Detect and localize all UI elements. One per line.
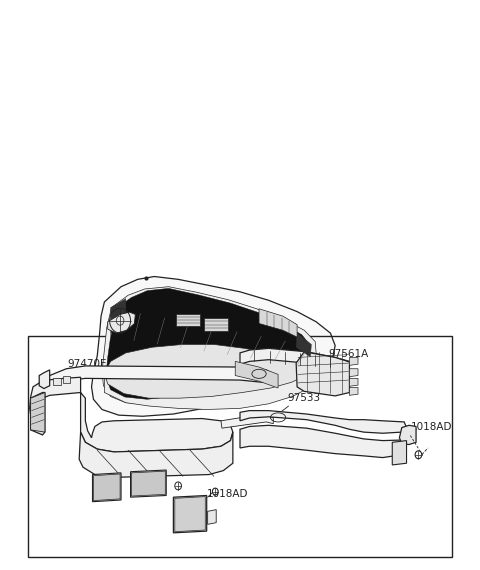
Text: 97540B: 97540B: [208, 315, 248, 324]
Bar: [28, 336, 452, 556]
Polygon shape: [240, 425, 402, 458]
Text: 1018AD: 1018AD: [411, 422, 453, 432]
Circle shape: [213, 488, 218, 495]
Polygon shape: [392, 441, 407, 465]
Polygon shape: [110, 299, 126, 333]
Polygon shape: [131, 470, 166, 497]
Polygon shape: [173, 495, 207, 533]
Polygon shape: [296, 333, 312, 357]
Polygon shape: [176, 314, 200, 326]
Polygon shape: [104, 344, 307, 398]
Polygon shape: [44, 366, 273, 386]
Polygon shape: [296, 352, 349, 396]
Polygon shape: [31, 393, 45, 432]
Polygon shape: [53, 378, 60, 385]
Polygon shape: [39, 370, 49, 389]
Polygon shape: [208, 510, 216, 524]
Polygon shape: [235, 361, 278, 388]
Polygon shape: [92, 276, 335, 416]
Polygon shape: [399, 425, 416, 445]
Polygon shape: [240, 348, 349, 370]
Polygon shape: [240, 410, 407, 433]
Polygon shape: [102, 287, 316, 404]
Polygon shape: [349, 378, 358, 386]
Polygon shape: [132, 471, 165, 496]
Polygon shape: [221, 414, 273, 428]
Polygon shape: [349, 357, 358, 365]
Polygon shape: [104, 344, 314, 409]
Text: 97470E: 97470E: [68, 359, 107, 369]
Polygon shape: [31, 393, 45, 435]
Polygon shape: [79, 432, 233, 478]
Polygon shape: [259, 309, 297, 337]
Polygon shape: [349, 369, 358, 377]
Polygon shape: [94, 474, 120, 500]
Polygon shape: [108, 312, 135, 333]
Circle shape: [175, 482, 181, 490]
Polygon shape: [93, 473, 121, 502]
Polygon shape: [30, 377, 233, 452]
Polygon shape: [204, 319, 228, 331]
Polygon shape: [175, 496, 205, 532]
Polygon shape: [349, 388, 358, 396]
Polygon shape: [62, 376, 70, 383]
Polygon shape: [106, 288, 311, 400]
Circle shape: [415, 451, 422, 459]
Text: 97532: 97532: [168, 354, 201, 364]
Text: 1018AD: 1018AD: [207, 489, 248, 499]
Text: 97533: 97533: [288, 393, 321, 402]
Text: 97561A: 97561A: [328, 349, 368, 359]
